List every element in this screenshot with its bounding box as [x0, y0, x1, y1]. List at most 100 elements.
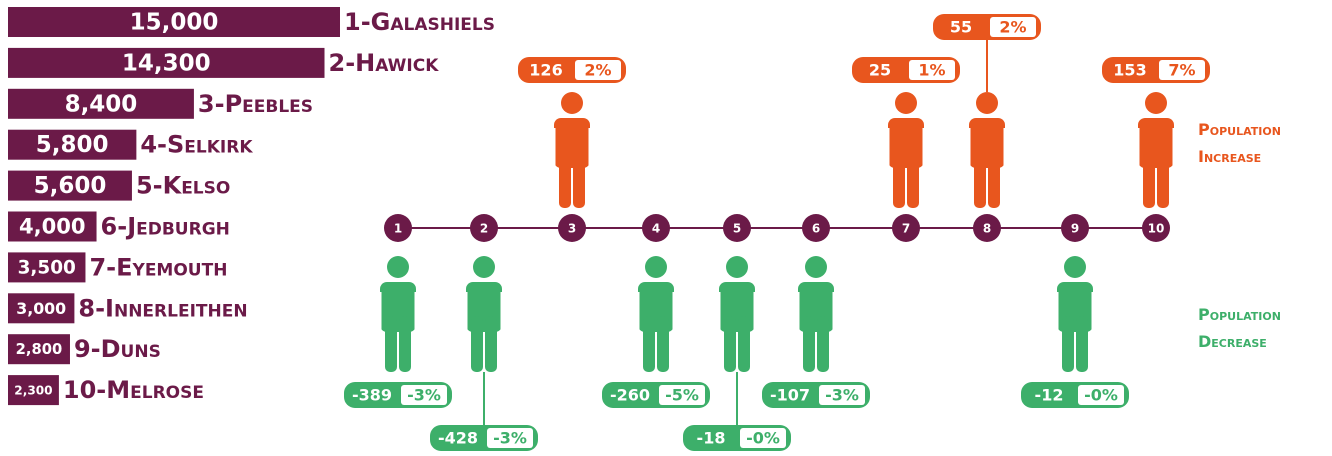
- value-label: 126: [529, 61, 562, 80]
- timeline-node: [802, 214, 830, 242]
- bar: [8, 47, 325, 78]
- bar: [8, 375, 59, 406]
- person-leg: [738, 316, 750, 372]
- timeline-node: [558, 214, 586, 242]
- percent-box: [990, 17, 1036, 37]
- person-head: [726, 256, 748, 278]
- timeline-node: [470, 214, 498, 242]
- person-gap: [1172, 128, 1176, 168]
- legend-line: Population: [1198, 305, 1281, 324]
- bar-value-label: 15,000: [130, 10, 219, 36]
- bar-value-label: 2,800: [16, 341, 63, 358]
- person-leg: [724, 316, 736, 372]
- bar-category-label: 2-Hawick: [329, 49, 440, 77]
- person-gap: [967, 128, 971, 168]
- person-gap: [753, 292, 757, 332]
- person-leg: [1062, 316, 1074, 372]
- bar: [8, 170, 132, 201]
- percent-label: 7%: [1168, 61, 1195, 80]
- person-icon: [967, 92, 1007, 208]
- percent-label: -3%: [407, 386, 441, 405]
- timeline-node-label: 4: [652, 222, 660, 236]
- value-label: -428: [438, 429, 478, 448]
- person-leg: [1157, 152, 1169, 208]
- timeline-node: [642, 214, 670, 242]
- bar-category-label: 8-Innerleithen: [78, 294, 247, 322]
- person-leg: [385, 316, 397, 372]
- value-label: -12: [1035, 386, 1064, 405]
- timeline-node-label: 8: [983, 222, 991, 236]
- legend-label: Population Increase: [1198, 120, 1281, 166]
- percent-box: [575, 60, 621, 80]
- person-leg: [893, 152, 905, 208]
- timeline-node-label: 5: [733, 222, 741, 236]
- bar-value-label: 2,300: [14, 384, 52, 398]
- bar: [8, 293, 75, 324]
- value-label: 55: [950, 18, 972, 37]
- bar-value-label: 3,000: [16, 299, 66, 318]
- bar-value-label: 4,000: [19, 214, 86, 239]
- bar: [8, 129, 137, 160]
- bar-category-label: 1-Galashiels: [344, 8, 495, 36]
- person-gap: [717, 292, 721, 332]
- person-gap: [552, 128, 556, 168]
- person-gap: [414, 292, 418, 332]
- percent-label: -3%: [825, 386, 859, 405]
- person-gap: [1003, 128, 1007, 168]
- bar-value-label: 3,500: [18, 257, 76, 278]
- person-icon: [796, 256, 836, 372]
- person-leg: [817, 316, 829, 372]
- legend-line: Decrease: [1198, 332, 1267, 351]
- value-label: -18: [697, 429, 726, 448]
- person-head: [895, 92, 917, 114]
- value-label: 153: [1113, 61, 1146, 80]
- person-leg: [988, 152, 1000, 208]
- person-head: [1064, 256, 1086, 278]
- person-leg: [485, 316, 497, 372]
- timeline-node-label: 2: [480, 222, 488, 236]
- bar-category-label: 7-Eyemouth: [89, 253, 227, 281]
- person-icon: [464, 256, 504, 372]
- percent-label: -3%: [493, 429, 527, 448]
- person-gap: [500, 292, 504, 332]
- timeline-node: [1142, 214, 1170, 242]
- person-gap: [1091, 292, 1095, 332]
- legend-label: Population Decrease: [1198, 305, 1281, 351]
- person-leg: [974, 152, 986, 208]
- percent-box: [1078, 385, 1124, 405]
- bar-value-label: 14,300: [122, 50, 211, 76]
- timeline-node: [723, 214, 751, 242]
- legend-line: Population: [1198, 120, 1281, 139]
- bar-value-label: 5,800: [36, 132, 109, 158]
- person-icon: [552, 92, 592, 208]
- percent-label: -0%: [746, 429, 780, 448]
- person-icon: [378, 256, 418, 372]
- timeline-node-label: 3: [568, 222, 576, 236]
- legend-line: Increase: [1198, 147, 1261, 166]
- bar-category-label: 6-Jedburgh: [101, 213, 230, 241]
- timeline-node-label: 9: [1071, 222, 1079, 236]
- person-gap: [886, 128, 890, 168]
- person-gap: [1136, 128, 1140, 168]
- person-icon: [1136, 92, 1176, 208]
- person-gap: [672, 292, 676, 332]
- bar-category-label: 5-Kelso: [136, 172, 230, 200]
- timeline-node-label: 6: [812, 222, 820, 236]
- timeline-node: [973, 214, 1001, 242]
- percent-box: [1159, 60, 1205, 80]
- person-leg: [399, 316, 411, 372]
- person-head: [561, 92, 583, 114]
- bar: [8, 7, 340, 37]
- person-leg: [559, 152, 571, 208]
- person-head: [387, 256, 409, 278]
- percent-label: -0%: [1084, 386, 1118, 405]
- percent-box: [819, 385, 865, 405]
- person-icon: [1055, 256, 1095, 372]
- timeline-node-label: 7: [902, 222, 910, 236]
- bar: [8, 334, 70, 365]
- person-icon: [636, 256, 676, 372]
- person-head: [1145, 92, 1167, 114]
- value-label: -107: [770, 386, 810, 405]
- bar-value-label: 5,600: [34, 173, 107, 199]
- person-leg: [643, 316, 655, 372]
